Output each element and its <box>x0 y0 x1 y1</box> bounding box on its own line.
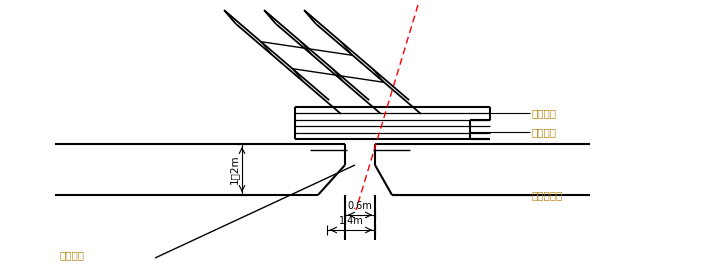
Text: 中心轴线: 中心轴线 <box>60 250 85 260</box>
Text: 1.4m: 1.4m <box>338 216 363 226</box>
Text: 定位型锂: 定位型锂 <box>532 108 557 118</box>
Text: 围护内边线: 围护内边线 <box>532 190 563 200</box>
Text: 1．2m: 1．2m <box>229 155 239 184</box>
Text: 0.6m: 0.6m <box>348 201 373 211</box>
Text: 围护内边: 围护内边 <box>532 127 557 137</box>
